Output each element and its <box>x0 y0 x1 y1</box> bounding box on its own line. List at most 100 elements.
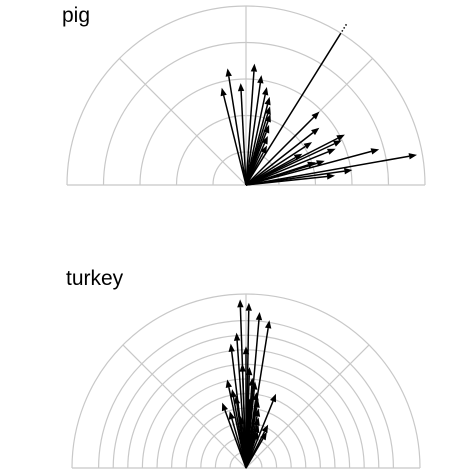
turkey-vectors <box>221 299 276 469</box>
turkey-vector <box>245 431 267 469</box>
turkey-vector-head <box>264 320 272 329</box>
turkey-vector-head <box>261 424 269 434</box>
turkey-vector-head <box>252 431 259 441</box>
turkey-vector <box>245 393 276 469</box>
pig-vector-head <box>250 63 258 72</box>
pig-vectors <box>220 23 417 186</box>
pig-vector <box>245 111 320 186</box>
turkey-vector-head <box>233 395 241 404</box>
pig-vector-head <box>262 86 269 96</box>
pig-vector-shaft <box>245 71 255 186</box>
pig-vector-head <box>333 140 342 147</box>
turkey-vector-head <box>230 389 237 398</box>
pig-vector-head <box>263 124 270 134</box>
turkey-vector-shaft <box>240 423 247 469</box>
pig-vector-head <box>408 153 417 160</box>
pig-vector-shaft <box>245 32 342 186</box>
turkey-vector-head <box>228 411 235 420</box>
pig-grid-spoke <box>119 58 247 186</box>
pig-vector-head <box>316 160 325 167</box>
pig-vector-head <box>326 173 336 180</box>
turkey-vector-head <box>237 299 244 308</box>
pig-vector-shaft <box>245 145 306 186</box>
turkey-vector <box>228 411 247 469</box>
pig-vector-shaft <box>245 151 329 186</box>
pig-vector <box>237 83 247 186</box>
turkey-panel-title: turkey <box>66 267 124 290</box>
turkey-vector-head <box>253 417 260 426</box>
pig-vector-shaft <box>245 155 410 186</box>
pig-vector-shaft <box>228 76 247 186</box>
pig-vector <box>245 148 336 186</box>
pig-vector-shaft <box>245 116 315 186</box>
turkey-vector <box>245 398 253 469</box>
pig-vector-head <box>311 127 320 136</box>
pig-vector-head <box>303 142 313 150</box>
turkey-panel: turkey <box>66 267 421 469</box>
pig-vector-head <box>220 87 227 97</box>
pig-vector-head <box>370 148 380 155</box>
turkey-vector-shaft <box>245 438 264 469</box>
turkey-vector <box>238 416 247 469</box>
turkey-vector-shaft <box>231 418 247 469</box>
pig-vector <box>245 153 417 186</box>
pig-vector-head <box>257 75 264 84</box>
pig-vector-head <box>264 113 271 123</box>
pig-vector <box>245 145 268 186</box>
pig-vector-shaft <box>245 150 372 186</box>
pig-vector-shaft <box>245 132 314 186</box>
turkey-vector-head <box>246 398 253 407</box>
turkey-vector-head <box>225 379 232 388</box>
turkey-vector-shaft <box>245 406 250 469</box>
pig-panel: pig <box>62 4 426 186</box>
pig-vector-shaft <box>245 94 266 186</box>
turkey-vector-head <box>239 363 246 372</box>
turkey-vector-head <box>245 302 252 311</box>
pig-vector-head <box>264 106 271 115</box>
pig-vector-dash <box>341 29 344 32</box>
turkey-vector-head <box>228 343 235 352</box>
turkey-vector-head <box>242 346 250 355</box>
turkey-grid-spoke <box>245 344 370 469</box>
pig-vector <box>245 75 264 186</box>
pig-vector-head <box>311 111 320 120</box>
pig-vector-head <box>336 134 345 142</box>
turkey-vector-head <box>252 392 259 401</box>
pig-vector-head <box>225 68 232 77</box>
turkey-vector-shaft <box>245 400 274 469</box>
pig-vector <box>220 87 247 186</box>
pig-vector <box>245 86 269 186</box>
turkey-vector-head <box>238 416 245 425</box>
turkey-vector-head <box>233 332 241 341</box>
pig-vector <box>245 63 258 186</box>
turkey-vector-head <box>270 393 276 403</box>
pig-vector-shaft <box>245 82 262 186</box>
turkey-vector-head <box>246 367 253 376</box>
pig-vector <box>245 140 342 186</box>
pig-vector-head <box>293 153 303 161</box>
pig-vector-shaft <box>245 152 264 186</box>
pig-vector-shaft <box>240 91 247 186</box>
turkey-vector-head <box>248 377 255 386</box>
turkey-vector-head <box>253 424 260 434</box>
pig-vector-shaft <box>245 143 335 186</box>
pig-vector-dash <box>343 26 346 29</box>
turkey-vector-head <box>255 311 263 321</box>
pig-vector <box>245 148 380 186</box>
pig-polar-grid <box>66 5 426 186</box>
turkey-vector-head <box>253 399 260 408</box>
pig-vector-head <box>264 96 271 106</box>
turkey-grid-spoke <box>122 344 247 469</box>
pig-vector-head <box>343 167 353 175</box>
pig-vector-head <box>260 145 268 155</box>
pig-vector <box>225 68 247 186</box>
pig-vector-shaft <box>245 175 328 186</box>
pig-vector <box>245 127 320 186</box>
turkey-vector-head <box>260 431 267 441</box>
pig-vector-head <box>327 148 336 155</box>
pig-vector <box>245 142 313 186</box>
turkey-vector-head <box>253 408 261 417</box>
pig-vector-head <box>261 135 268 145</box>
pig-vector <box>245 173 336 186</box>
